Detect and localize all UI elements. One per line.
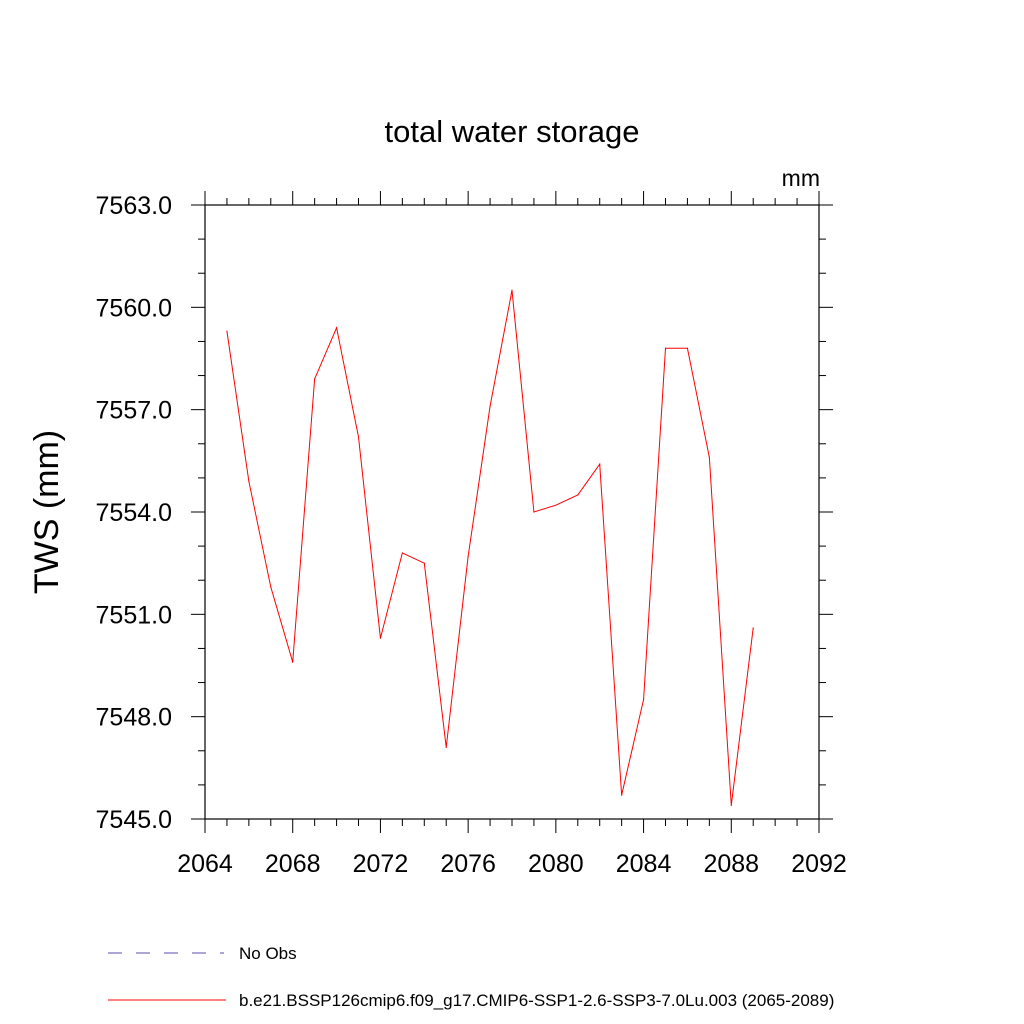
x-tick-label: 2088: [703, 850, 759, 878]
y-tick-label: 7548.0: [96, 704, 172, 732]
data-point: [270, 586, 272, 588]
data-point: [752, 627, 754, 629]
data-point: [533, 511, 535, 513]
x-tick-label: 2084: [616, 850, 672, 878]
y-tick-label: 7551.0: [96, 601, 172, 629]
plot-frame: [204, 204, 820, 820]
legend-label-model-run: b.e21.BSSP126cmip6.f09_g17.CMIP6-SSP1-2.…: [239, 991, 834, 1010]
x-tick-label: 2064: [177, 850, 233, 878]
data-point: [730, 804, 732, 806]
data-point: [555, 504, 557, 506]
data-point: [292, 661, 294, 663]
x-tick-label: 2080: [528, 850, 584, 878]
data-point: [445, 746, 447, 748]
series-line: [226, 290, 754, 806]
x-tick-label: 2072: [353, 850, 409, 878]
data-point: [686, 347, 689, 349]
data-point: [379, 637, 382, 639]
legend: No Obs b.e21.BSSP126cmip6.f09_g17.CMIP6-…: [108, 944, 834, 1010]
chart-title: total water storage: [384, 114, 639, 149]
data-point: [599, 463, 601, 465]
y-tick-label: 7557.0: [96, 397, 172, 425]
units-label: mm: [782, 165, 820, 191]
x-tick-label: 2092: [791, 850, 847, 878]
y-tick-label: 7554.0: [96, 499, 172, 527]
data-point: [664, 347, 667, 349]
legend-label-no-obs: No Obs: [239, 944, 297, 963]
x-tick-label: 2068: [265, 850, 321, 878]
axis-tick-labels: 2064 2068 2072 2076 2080 2084 2088 2092 7545.0 75…: [96, 192, 847, 878]
y-tick-label: 7563.0: [96, 192, 172, 220]
data-point: [401, 552, 403, 554]
data-point: [314, 378, 316, 380]
y-axis-label: TWS (mm): [28, 430, 66, 594]
data-point: [467, 555, 469, 557]
data-point: [708, 456, 710, 459]
data-point: [226, 330, 228, 332]
data-point: [642, 699, 645, 701]
data-point: [577, 494, 579, 496]
data-point: [335, 327, 338, 329]
data-point: [423, 562, 425, 564]
y-tick-label: 7545.0: [96, 806, 172, 834]
y-tick-label: 7560.0: [96, 294, 172, 322]
data-point: [357, 436, 360, 438]
data-point: [511, 289, 513, 291]
series-layer: [226, 289, 754, 806]
data-point: [621, 794, 623, 796]
x-tick-label: 2076: [440, 850, 496, 878]
axis-ticks: [191, 191, 833, 833]
data-point: [248, 480, 250, 482]
data-point: [489, 405, 491, 407]
